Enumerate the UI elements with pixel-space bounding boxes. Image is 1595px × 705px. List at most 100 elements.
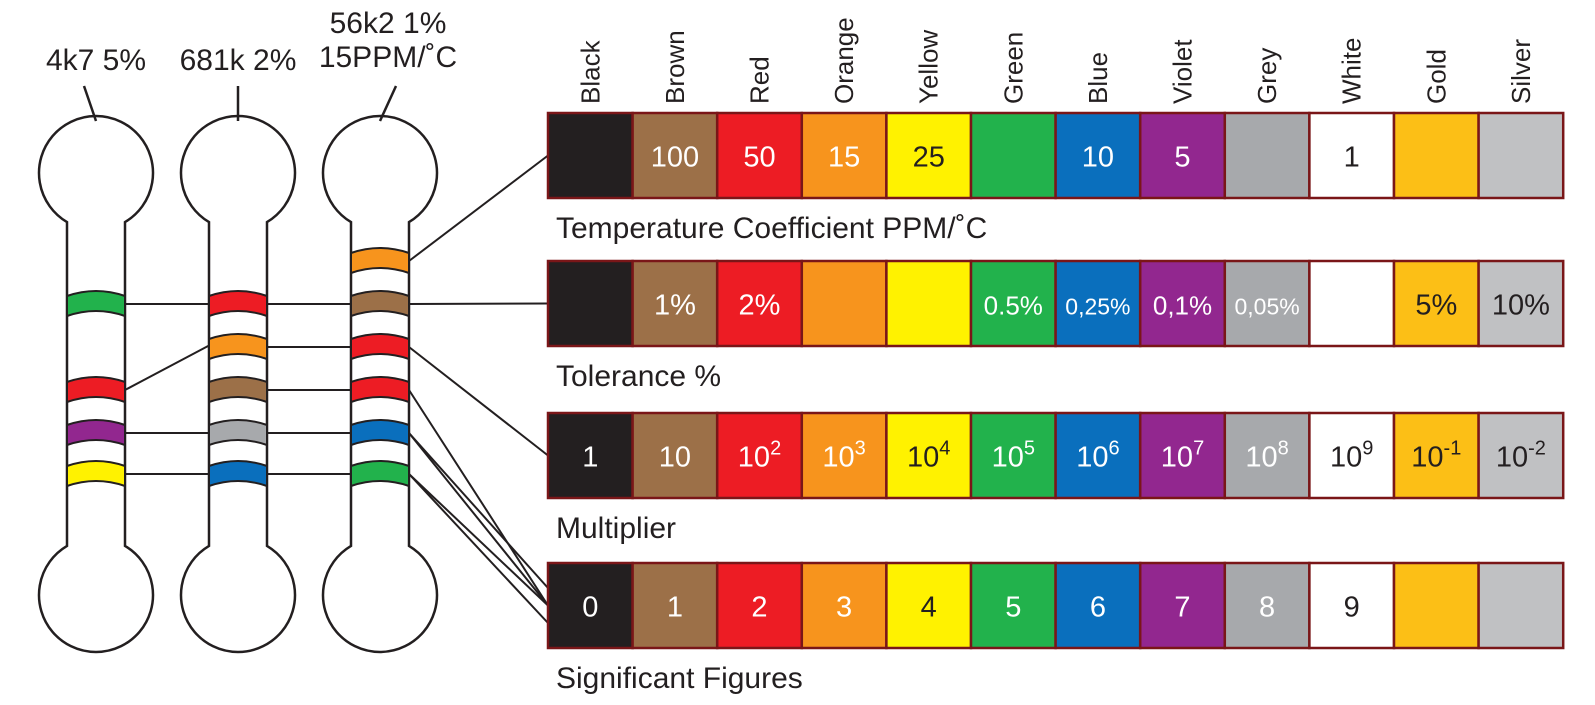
cell-tolerance-white xyxy=(1308,259,1396,348)
band-green xyxy=(66,290,126,318)
connector-line xyxy=(408,473,549,607)
value-multiplier-blue: 106 xyxy=(1076,438,1119,474)
cell-tolerance-black xyxy=(546,259,634,348)
cell-figures-white xyxy=(1308,561,1396,650)
color-header-blue: Blue xyxy=(1083,52,1113,104)
resistors: 4k7 5% 681k 2% 56k2 1%15PPM/˚C xyxy=(37,7,457,654)
cell-figures-red xyxy=(715,561,804,650)
value-figures-yellow: 4 xyxy=(921,592,937,624)
value-multiplier-violet: 107 xyxy=(1161,438,1204,474)
cell-figures-brown xyxy=(631,561,719,650)
resistor-r3: 56k2 1%15PPM/˚C xyxy=(319,7,457,654)
value-figures-violet: 7 xyxy=(1174,592,1190,624)
cell-tempco-silver xyxy=(1477,111,1565,200)
cell-tempco-violet xyxy=(1138,111,1227,200)
cell-tempco-gold xyxy=(1392,111,1480,200)
band-blue xyxy=(350,419,410,447)
value-multiplier-brown: 10 xyxy=(659,442,691,474)
cell-tempco-black xyxy=(546,111,634,200)
value-tolerance-gold: 5% xyxy=(1415,290,1457,322)
cell-tempco-blue xyxy=(1054,111,1142,200)
cell-multiplier-orange xyxy=(800,411,888,500)
cell-multiplier-silver xyxy=(1477,411,1565,500)
cell-tolerance-red xyxy=(715,259,804,348)
band-brown xyxy=(208,376,268,404)
color-header-green: Green xyxy=(998,32,1028,104)
value-tempco-brown: 100 xyxy=(651,142,699,174)
cell-tolerance-orange xyxy=(800,259,888,348)
table-tempco: 100 50 15 25 10 5 1 Temperature Coefficient PPM… xyxy=(546,111,1565,245)
value-figures-orange: 3 xyxy=(836,592,852,624)
cell-tempco-green xyxy=(969,111,1057,200)
caption-multiplier: Multiplier xyxy=(556,512,676,545)
band-brown xyxy=(350,290,410,318)
cell-figures-gold xyxy=(1392,561,1480,650)
caption-tolerance: Tolerance % xyxy=(556,360,721,393)
cell-tolerance-violet xyxy=(1138,259,1227,348)
table-tolerance: 1% 2% 0.5% 0,25% 0,1% 0,05% 5% 10% Tolerance % xyxy=(546,259,1565,393)
table-multiplier: 1 10 102 103 104 105 106 107 108 109 10-1 10-2 Multi… xyxy=(546,411,1565,545)
caption-tempco: Temperature Coefficient PPM/˚C xyxy=(556,212,987,245)
label-leader-line xyxy=(378,85,398,122)
value-tempco-white: 1 xyxy=(1344,142,1360,174)
cell-multiplier-white xyxy=(1308,411,1396,500)
band-red xyxy=(350,333,410,361)
value-figures-brown: 1 xyxy=(667,592,683,624)
band-yellow xyxy=(66,460,126,488)
cell-tolerance-brown xyxy=(631,259,719,348)
value-figures-white: 9 xyxy=(1344,592,1360,624)
value-tolerance-green: 0.5% xyxy=(984,291,1043,321)
cell-multiplier-violet xyxy=(1138,411,1227,500)
cell-multiplier-red xyxy=(715,411,804,500)
resistor-r1: 4k7 5% xyxy=(37,44,155,654)
value-multiplier-white: 109 xyxy=(1330,438,1373,474)
value-figures-black: 0 xyxy=(582,592,598,624)
color-name-headers: Black Brown Red Orange Yellow Green Blue Violet… xyxy=(575,17,1536,104)
value-tempco-red: 50 xyxy=(743,142,775,174)
value-multiplier-green: 105 xyxy=(992,438,1035,474)
value-tolerance-grey: 0,05% xyxy=(1234,294,1299,320)
band-red xyxy=(208,290,268,318)
color-header-gold: Gold xyxy=(1421,49,1451,104)
resistor-label-r2: 681k 2% xyxy=(180,44,297,77)
value-multiplier-gold: 10-1 xyxy=(1411,438,1461,474)
value-tempco-blue: 10 xyxy=(1082,142,1114,174)
cell-tempco-grey xyxy=(1223,111,1311,200)
caption-figures: Significant Figures xyxy=(556,662,803,695)
color-header-yellow: Yellow xyxy=(914,30,944,104)
color-header-violet: Violet xyxy=(1168,39,1198,104)
value-multiplier-orange: 103 xyxy=(822,438,865,474)
band-green xyxy=(350,460,410,488)
cell-tolerance-yellow xyxy=(885,259,973,348)
resistor-label-r1: 4k7 5% xyxy=(46,44,146,77)
band-violet xyxy=(66,419,126,447)
connector-line xyxy=(408,389,549,607)
cell-multiplier-brown xyxy=(631,411,719,500)
value-tempco-orange: 15 xyxy=(828,142,860,174)
cell-multiplier-yellow xyxy=(885,411,973,500)
resistor-label-r3-line1: 56k2 1% xyxy=(330,7,447,40)
band-connector-lines xyxy=(124,154,549,624)
value-tolerance-blue: 0,25% xyxy=(1065,294,1130,320)
band-red xyxy=(66,376,126,404)
connector-line xyxy=(408,473,549,624)
value-tolerance-silver: 10% xyxy=(1492,290,1550,322)
color-header-orange: Orange xyxy=(829,17,859,104)
value-tempco-violet: 5 xyxy=(1174,142,1190,174)
cell-multiplier-black xyxy=(546,411,634,500)
connector-line xyxy=(408,346,549,457)
connector-line xyxy=(408,154,549,262)
band-orange xyxy=(350,247,410,275)
cell-figures-blue xyxy=(1054,561,1142,650)
value-figures-green: 5 xyxy=(1005,592,1021,624)
value-figures-blue: 6 xyxy=(1090,592,1106,624)
cell-figures-grey xyxy=(1223,561,1311,650)
cell-figures-orange xyxy=(800,561,888,650)
cell-tempco-white xyxy=(1308,111,1396,200)
band-orange xyxy=(208,333,268,361)
connector-line xyxy=(408,432,549,607)
value-multiplier-black: 1 xyxy=(582,442,598,474)
value-tolerance-violet: 0,1% xyxy=(1153,291,1212,321)
